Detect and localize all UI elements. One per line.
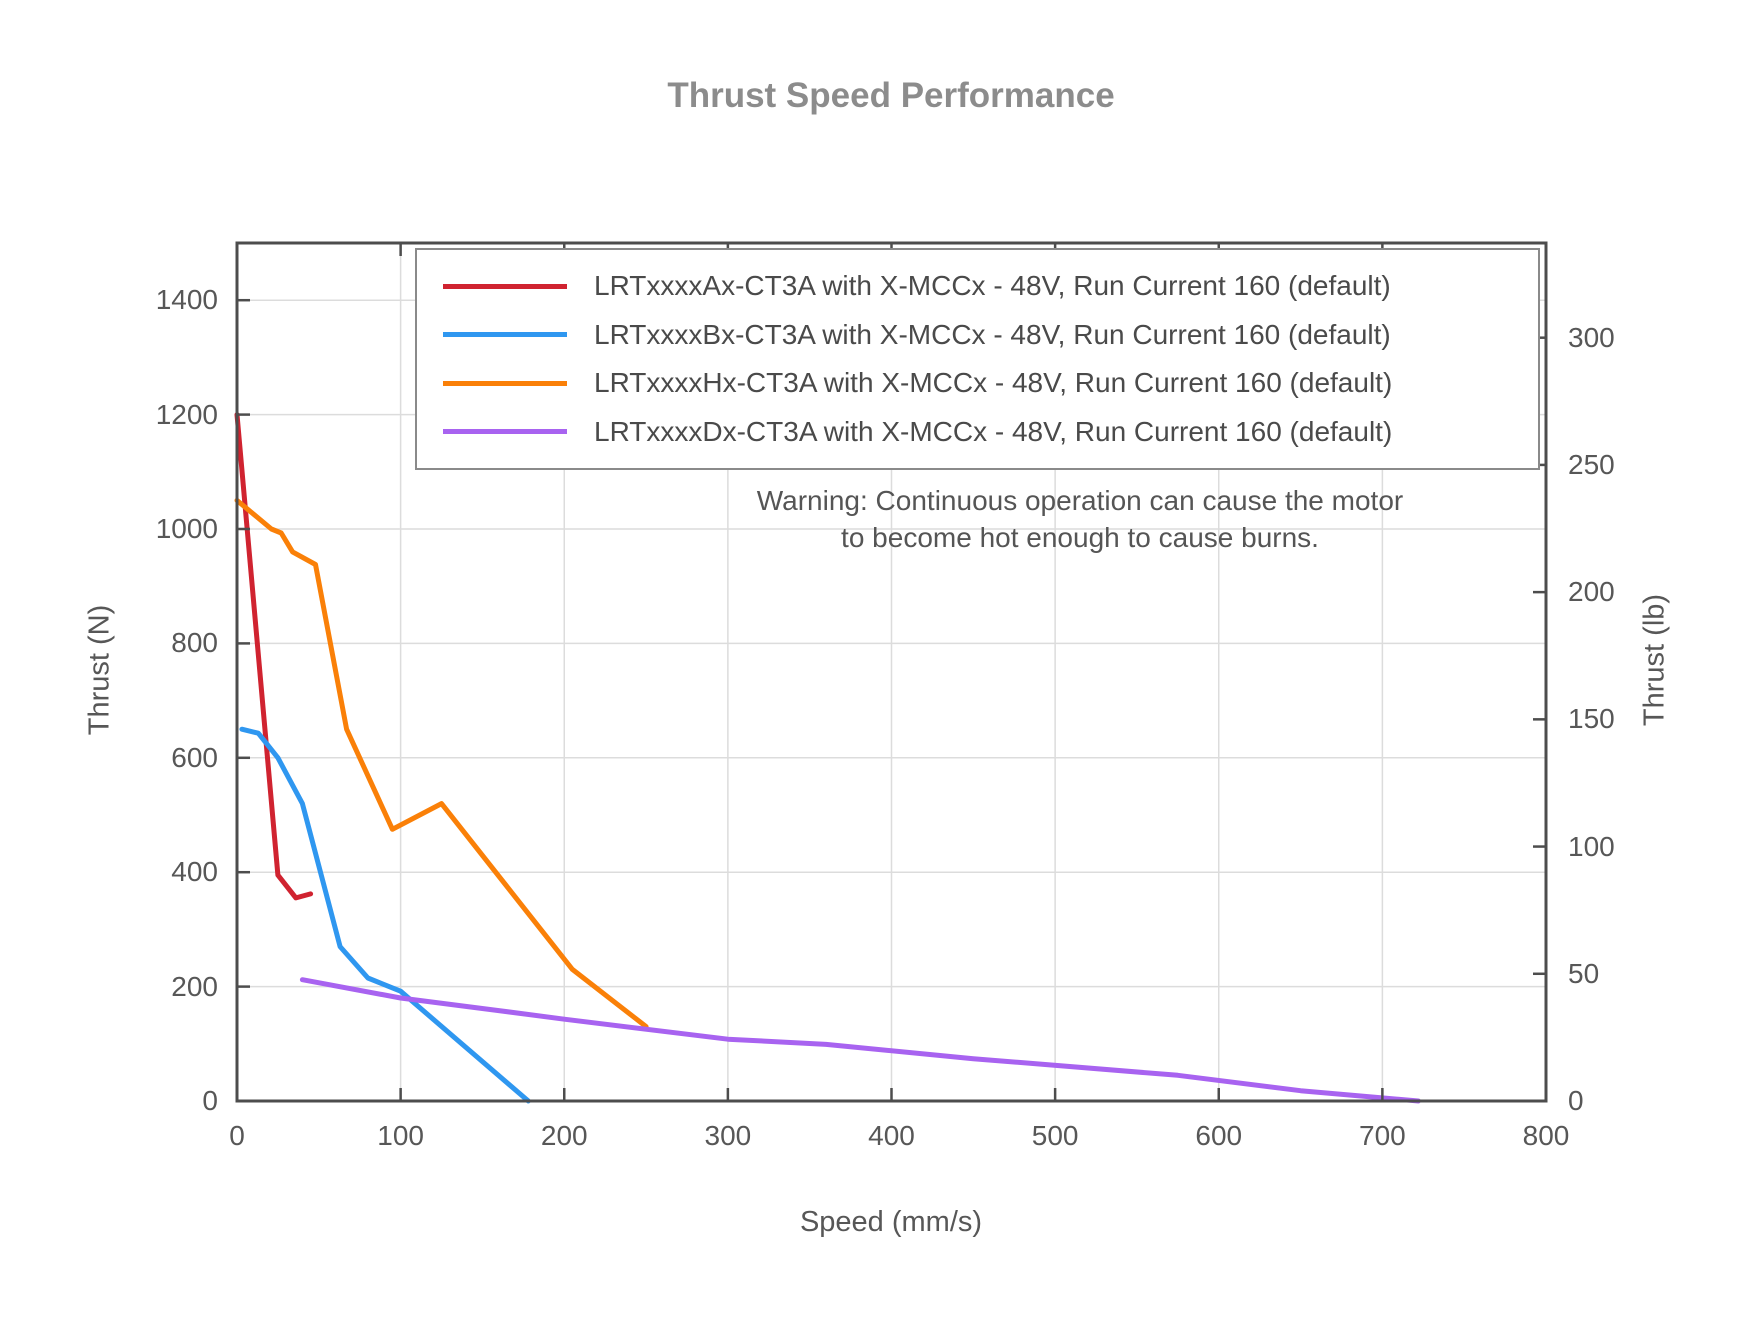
legend-item: LRTxxxxBx-CT3A with X-MCCx - 48V, Run Cu… xyxy=(417,319,1538,351)
legend-item: LRTxxxxDx-CT3A with X-MCCx - 48V, Run Cu… xyxy=(417,416,1538,448)
y-tick-label-left: 1000 xyxy=(155,513,218,544)
chart-title: Thrust Speed Performance xyxy=(667,76,1115,115)
legend-item-label: LRTxxxxDx-CT3A with X-MCCx - 48V, Run Cu… xyxy=(594,415,1393,447)
y-tick-label-left: 0 xyxy=(202,1085,218,1116)
x-tick-label: 100 xyxy=(377,1120,424,1151)
y-tick-label-right: 250 xyxy=(1568,448,1615,480)
legend-item: LRTxxxxHx-CT3A with X-MCCx - 48V, Run Cu… xyxy=(417,367,1538,399)
x-tick-label: 600 xyxy=(1195,1120,1243,1151)
legend-line-swatch xyxy=(443,380,567,386)
legend-item-label: LRTxxxxHx-CT3A with X-MCCx - 48V, Run Cu… xyxy=(594,367,1393,399)
legend-line-swatch xyxy=(443,283,567,289)
y-tick-label-right: 150 xyxy=(1568,703,1615,735)
legend-item-label: LRTxxxxAx-CT3A with X-MCCx - 48V, Run Cu… xyxy=(594,270,1391,302)
x-tick-label: 300 xyxy=(704,1120,752,1151)
legend-item: LRTxxxxAx-CT3A with X-MCCx - 48V, Run Cu… xyxy=(417,270,1538,302)
legend-line-swatch xyxy=(443,332,567,338)
legend: LRTxxxxAx-CT3A with X-MCCx - 48V, Run Cu… xyxy=(415,248,1540,470)
series-line-0 xyxy=(234,412,314,901)
warning-line-2: to become hot enough to cause burns. xyxy=(841,522,1319,553)
y-tick-label-left: 800 xyxy=(171,627,218,659)
x-tick-label: 400 xyxy=(868,1120,915,1151)
y-axis-label-right: Thrust (lb) xyxy=(1638,593,1671,727)
x-tick-label: 700 xyxy=(1359,1120,1406,1151)
y-tick-label-right: 50 xyxy=(1568,957,1600,989)
y-tick-label-left: 400 xyxy=(171,856,218,888)
series-line-2 xyxy=(234,497,649,1030)
y-tick-label-left: 200 xyxy=(171,970,218,1002)
x-tick-label: 800 xyxy=(1522,1120,1570,1151)
x-tick-label: 500 xyxy=(1031,1120,1079,1151)
x-axis-label: Speed (mm/s) xyxy=(799,1206,983,1238)
y-tick-label-right: 100 xyxy=(1568,830,1615,862)
warning-text: Warning: Continuous operation can cause … xyxy=(757,482,1403,556)
legend-item-label: LRTxxxxBx-CT3A with X-MCCx - 48V, Run Cu… xyxy=(594,318,1391,350)
y-tick-label-left: 600 xyxy=(171,741,218,773)
y-tick-label-left: 1400 xyxy=(155,284,218,316)
legend-line-swatch xyxy=(443,429,567,435)
y-tick-label-right: 300 xyxy=(1568,321,1615,353)
warning-line-1: Warning: Continuous operation can cause … xyxy=(756,485,1404,516)
y-tick-label-left: 1200 xyxy=(155,398,218,430)
y-axis-label-left: Thrust (N) xyxy=(83,604,116,736)
y-tick-label-right: 200 xyxy=(1568,576,1615,608)
series-line-1 xyxy=(239,726,531,1104)
x-tick-label: 0 xyxy=(229,1120,245,1151)
y-tick-label-right: 0 xyxy=(1568,1085,1584,1116)
x-tick-label: 200 xyxy=(540,1120,588,1151)
series-line-3 xyxy=(299,977,1421,1104)
